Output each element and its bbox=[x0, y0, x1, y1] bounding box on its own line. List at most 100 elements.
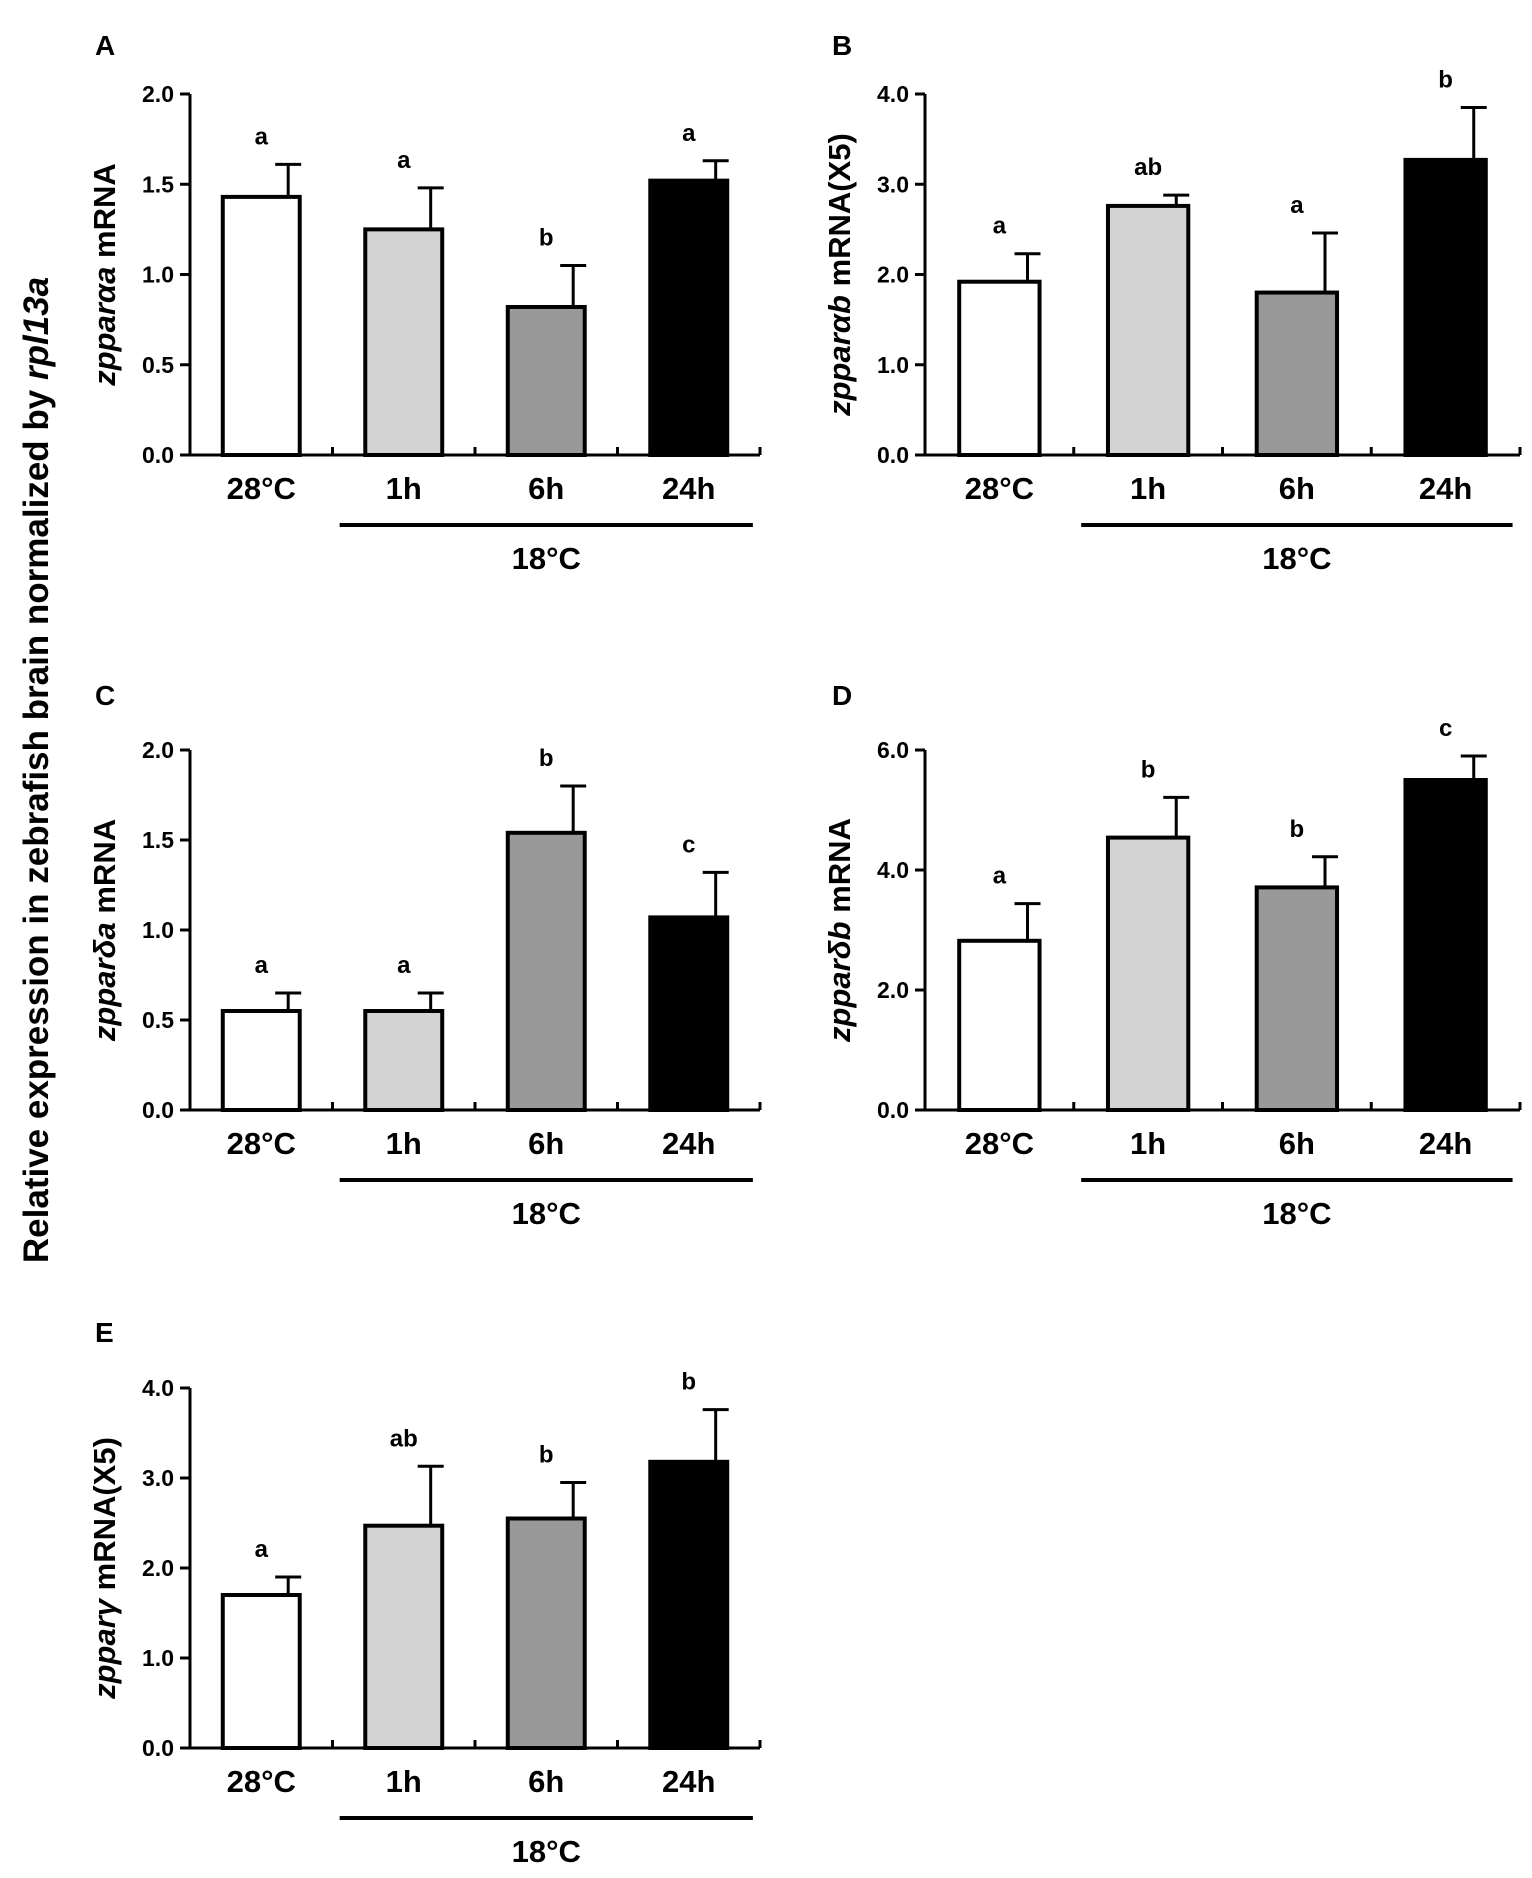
group-label: 18°C bbox=[512, 1834, 581, 1869]
y-tick-label: 4.0 bbox=[877, 857, 909, 883]
significance-label: b bbox=[1438, 67, 1453, 94]
panel-letter: E bbox=[95, 1317, 114, 1348]
significance-label: a bbox=[255, 123, 269, 150]
x-tick-label: 24h bbox=[1419, 1126, 1472, 1161]
y-tick-label: 1.5 bbox=[142, 171, 174, 197]
y-tick-label: 2.0 bbox=[142, 1555, 174, 1581]
y-tick-label: 0.0 bbox=[877, 442, 909, 468]
panel-letter: A bbox=[95, 30, 115, 61]
y-tick-label: 6.0 bbox=[877, 737, 909, 763]
significance-label: a bbox=[255, 1536, 269, 1563]
bar-1h bbox=[363, 227, 445, 457]
y-tick-label: 2.0 bbox=[142, 737, 174, 763]
bar-1h bbox=[1105, 203, 1191, 457]
x-tick-label: 1h bbox=[386, 471, 422, 506]
y-tick-label: 4.0 bbox=[877, 81, 909, 107]
significance-label: a bbox=[255, 952, 269, 979]
panel-d: D 0.0 2.0 4.0 6.0 a 28°C b 1h b 6h c 24h 18°C zpparδb … bbox=[822, 680, 1522, 1231]
significance-label: b bbox=[539, 224, 554, 251]
x-tick-label: 28°C bbox=[227, 1764, 296, 1799]
y-tick-label: 1.0 bbox=[142, 262, 174, 288]
bar-24h bbox=[648, 1459, 730, 1751]
panel-b: B 0.0 1.0 2.0 3.0 4.0 a 28°C ab 1h a 6h b 24h 18°C zppa… bbox=[822, 30, 1522, 576]
x-tick-label: 24h bbox=[1419, 471, 1472, 506]
y-axis-label-italic: zpparδb bbox=[822, 921, 857, 1043]
bar-1h bbox=[1105, 835, 1191, 1112]
y-axis-label-rest: mRNA bbox=[87, 163, 122, 266]
global-y-axis-label: Relative expression in zebrafish brain n… bbox=[17, 277, 56, 1263]
y-tick-label: 1.0 bbox=[877, 352, 909, 378]
group-label: 18°C bbox=[512, 1196, 581, 1231]
bar-6h bbox=[505, 304, 587, 457]
y-tick-label: 2.0 bbox=[877, 262, 909, 288]
y-axis-label: zpparαa mRNA bbox=[87, 163, 122, 387]
y-tick-label: 3.0 bbox=[142, 1465, 174, 1491]
y-axis-label: zpparαb mRNA(X5) bbox=[822, 133, 857, 417]
y-axis-label-italic: zpparαa bbox=[87, 267, 122, 387]
y-tick-label: 1.0 bbox=[142, 1645, 174, 1671]
significance-label: b bbox=[539, 1442, 554, 1469]
significance-label: a bbox=[397, 147, 411, 174]
bar-24h bbox=[1403, 778, 1488, 1112]
panel-c: C 0.0 0.5 1.0 1.5 2.0 a 28°C a 1h b 6h c 24h 18°C zppar… bbox=[87, 680, 762, 1231]
significance-label: a bbox=[397, 952, 411, 979]
x-tick-label: 28°C bbox=[965, 471, 1034, 506]
y-axis-label-rest: mRNA(X5) bbox=[87, 1437, 122, 1599]
x-tick-label: 6h bbox=[1279, 471, 1315, 506]
x-tick-label: 6h bbox=[528, 1126, 564, 1161]
y-axis-label-italic: zpparγ bbox=[87, 1597, 122, 1700]
y-axis-label: zpparδb mRNA bbox=[822, 818, 857, 1043]
group-label: 18°C bbox=[1262, 1196, 1331, 1231]
y-tick-label: 2.0 bbox=[142, 81, 174, 107]
significance-label: a bbox=[1290, 192, 1304, 219]
y-tick-label: 0.0 bbox=[142, 442, 174, 468]
y-tick-label: 0.0 bbox=[142, 1097, 174, 1123]
bar-28°C bbox=[220, 194, 302, 457]
x-tick-label: 1h bbox=[386, 1126, 422, 1161]
y-axis-label-rest: mRNA(X5) bbox=[822, 133, 857, 295]
panel-letter: C bbox=[95, 680, 115, 711]
x-tick-label: 24h bbox=[662, 1126, 715, 1161]
significance-label: ab bbox=[1134, 154, 1162, 181]
x-tick-label: 6h bbox=[528, 1764, 564, 1799]
bar-6h bbox=[505, 1516, 587, 1750]
x-tick-label: 6h bbox=[1279, 1126, 1315, 1161]
bar-24h bbox=[648, 915, 730, 1113]
significance-label: c bbox=[1439, 715, 1452, 742]
bar-6h bbox=[1254, 290, 1340, 457]
significance-label: b bbox=[539, 745, 554, 772]
y-tick-label: 1.5 bbox=[142, 827, 174, 853]
bar-6h bbox=[505, 830, 587, 1112]
bar-28°C bbox=[220, 1009, 302, 1112]
bar-6h bbox=[1254, 885, 1340, 1113]
y-axis-label-italic: zpparδa bbox=[87, 922, 122, 1042]
y-tick-label: 4.0 bbox=[142, 1375, 174, 1401]
panel-letter: B bbox=[832, 30, 852, 61]
x-tick-label: 1h bbox=[1130, 1126, 1166, 1161]
x-tick-label: 1h bbox=[1130, 471, 1166, 506]
significance-label: a bbox=[682, 120, 696, 147]
significance-label: a bbox=[993, 213, 1007, 240]
y-tick-label: 3.0 bbox=[877, 171, 909, 197]
y-axis-label-rest: mRNA bbox=[87, 819, 122, 922]
x-tick-label: 1h bbox=[386, 1764, 422, 1799]
significance-label: ab bbox=[390, 1425, 418, 1452]
panel-e: E 0.0 1.0 2.0 3.0 4.0 a 28°C ab 1h b 6h b 24h 18°C zppa… bbox=[87, 1317, 762, 1869]
bar-1h bbox=[363, 1009, 445, 1112]
x-tick-label: 28°C bbox=[965, 1126, 1034, 1161]
y-tick-label: 0.0 bbox=[877, 1097, 909, 1123]
bar-24h bbox=[1403, 157, 1488, 457]
bar-28°C bbox=[957, 279, 1042, 457]
y-axis-label: zpparγ mRNA(X5) bbox=[87, 1437, 122, 1700]
significance-label: c bbox=[682, 831, 695, 858]
y-tick-label: 0.5 bbox=[142, 1007, 174, 1033]
group-label: 18°C bbox=[512, 541, 581, 576]
y-tick-label: 0.0 bbox=[142, 1735, 174, 1761]
global-y-axis-label-italic: rpl13a bbox=[17, 277, 56, 380]
y-axis-label-rest: mRNA bbox=[822, 818, 857, 921]
significance-label: b bbox=[1141, 756, 1156, 783]
y-tick-label: 0.5 bbox=[142, 352, 174, 378]
x-tick-label: 24h bbox=[662, 1764, 715, 1799]
x-tick-label: 6h bbox=[528, 471, 564, 506]
